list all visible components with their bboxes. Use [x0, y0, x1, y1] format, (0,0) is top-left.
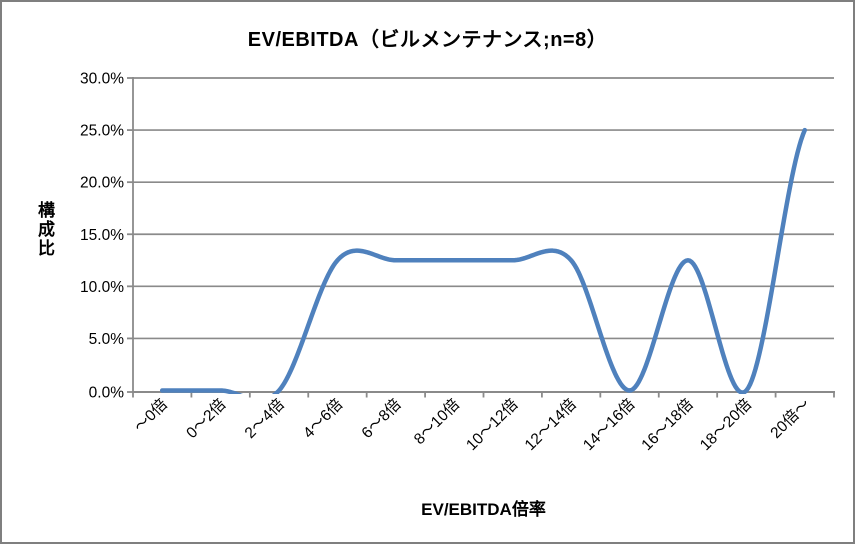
- x-axis-category-label: 14～16倍: [579, 395, 638, 454]
- y-axis-tick-label: 5.0%: [89, 331, 125, 348]
- x-axis-category-label: ～0倍: [130, 395, 171, 436]
- chart-title: EV/EBITDA（ビルメンテナンス;n=8）: [247, 29, 608, 51]
- x-axis-category-label: 10～12倍: [463, 395, 522, 454]
- y-axis-title: 構成比: [35, 201, 54, 258]
- x-axis-category-label: 4～6倍: [299, 395, 346, 442]
- x-axis-category-label: 8～10倍: [410, 395, 463, 448]
- x-axis-title: EV/EBITDA倍率: [421, 500, 546, 519]
- y-axis-tick-label: 30.0%: [80, 71, 124, 88]
- x-axis-category-label: 0～2倍: [183, 395, 230, 442]
- x-axis-category-label: 20倍～: [767, 395, 814, 442]
- y-axis-tick-label: 15.0%: [80, 227, 124, 244]
- series-line: [159, 127, 808, 394]
- x-axis-category-label: 16～18倍: [638, 395, 697, 454]
- y-axis-tick-label: 10.0%: [80, 279, 124, 296]
- x-axis-category-label: 18～20倍: [696, 395, 755, 454]
- y-axis-tick-label: 20.0%: [80, 175, 124, 192]
- x-axis-category-label: 12～14倍: [521, 395, 580, 454]
- y-axis-tick-label: 25.0%: [80, 123, 124, 140]
- x-axis-category-label: 2～4倍: [241, 395, 288, 442]
- x-axis-category-label: 6～8倍: [358, 395, 405, 442]
- y-axis-tick-label: 0.0%: [89, 385, 125, 402]
